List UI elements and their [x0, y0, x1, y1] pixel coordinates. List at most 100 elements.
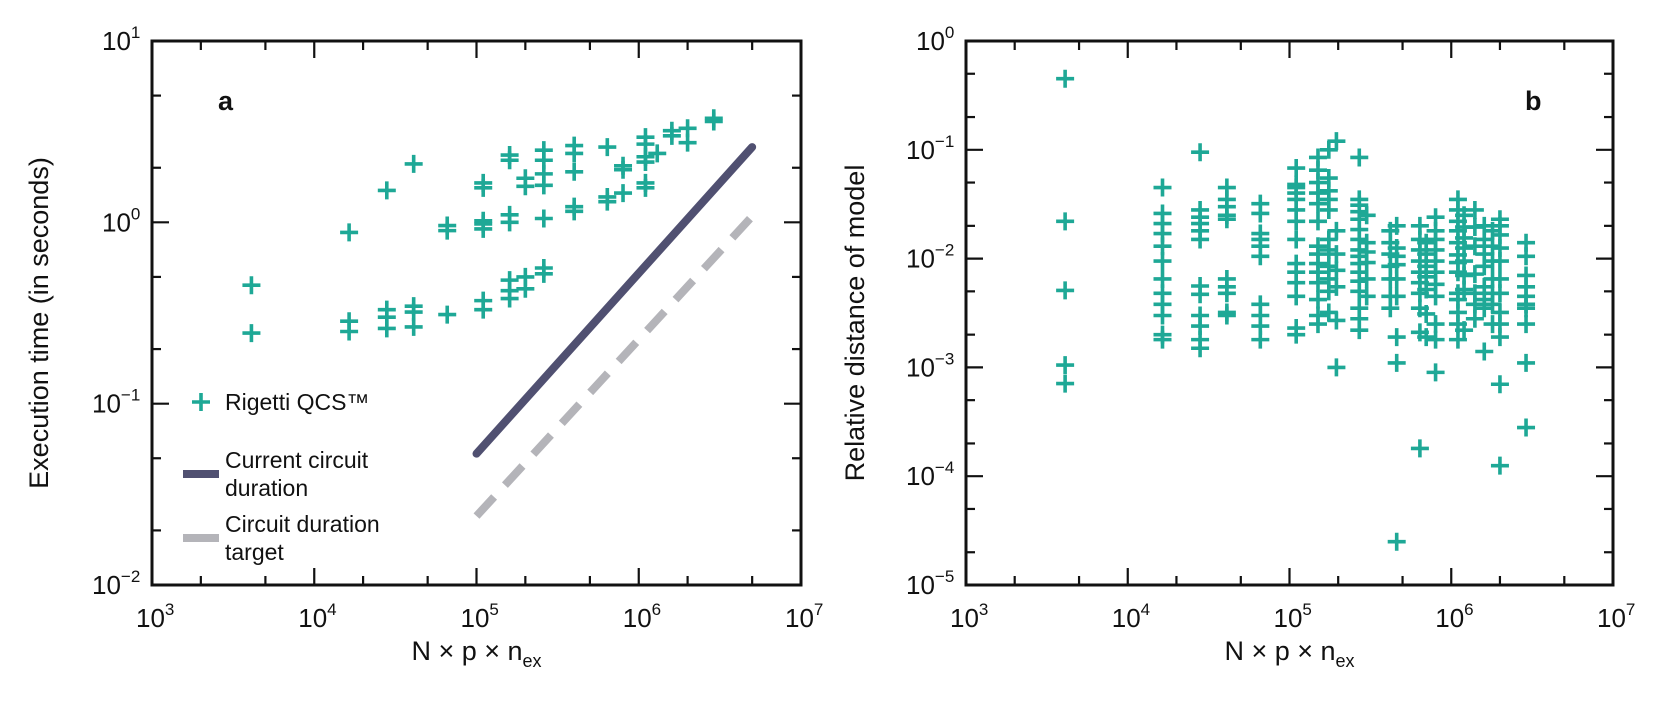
data-point — [1056, 374, 1075, 393]
data-point — [1465, 265, 1484, 284]
data-point — [1308, 290, 1327, 309]
x-axis-label: N × p × nex — [411, 636, 541, 671]
panel-label: a — [218, 86, 234, 116]
data-point — [534, 176, 553, 195]
data-point — [1217, 284, 1236, 303]
data-point — [1417, 328, 1436, 347]
data-point — [636, 178, 655, 197]
data-point — [1426, 330, 1445, 349]
data-point — [1153, 178, 1172, 197]
data-point — [598, 192, 617, 211]
data-point — [1475, 299, 1494, 318]
data-point — [474, 300, 493, 319]
legend-label: target — [225, 539, 284, 565]
data-point — [1490, 456, 1509, 475]
data-point — [1191, 285, 1210, 304]
data-point — [1426, 315, 1445, 334]
x-tick-label: 106 — [623, 600, 661, 633]
data-point — [1056, 356, 1075, 375]
data-point — [1357, 206, 1376, 225]
data-point — [404, 317, 423, 336]
data-point — [1475, 342, 1494, 361]
data-point — [1327, 358, 1346, 377]
data-point — [1465, 309, 1484, 328]
data-point — [614, 160, 633, 179]
data-point — [1417, 304, 1436, 323]
data-point — [377, 181, 396, 200]
data-point — [1455, 321, 1474, 340]
data-point — [1517, 315, 1536, 334]
data-point — [1327, 132, 1346, 151]
data-point — [648, 144, 667, 163]
legend-label: Circuit duration — [225, 511, 380, 537]
y-tick-label: 10−2 — [906, 241, 954, 274]
y-axis-label: Relative distance of model — [840, 165, 870, 482]
data-point — [1350, 321, 1369, 340]
data-point — [1357, 253, 1376, 272]
data-point — [678, 133, 697, 152]
panel-a: 103 104 105 106 107 10−2 10−1 100 101 N × p × nex… — [24, 23, 823, 671]
data-point — [1251, 330, 1270, 349]
data-point — [662, 126, 681, 145]
data-point — [438, 305, 457, 324]
data-point — [1387, 287, 1406, 306]
x-tick-label: 107 — [1597, 600, 1635, 633]
data-point — [1426, 363, 1445, 382]
data-point — [1350, 148, 1369, 167]
data-point — [1410, 439, 1429, 458]
data-point — [377, 319, 396, 338]
data-point — [565, 162, 584, 181]
data-point — [1287, 287, 1306, 306]
data-point — [1517, 353, 1536, 372]
data-point — [1191, 143, 1210, 162]
data-point — [1327, 277, 1346, 296]
data-point — [1455, 280, 1474, 299]
data-point — [242, 324, 261, 343]
data-point — [1448, 330, 1467, 349]
data-point — [1191, 339, 1210, 358]
data-point — [1465, 237, 1484, 256]
y-tick-label: 10−3 — [906, 349, 954, 382]
data-point — [1308, 273, 1327, 292]
data-point — [1490, 328, 1509, 347]
data-point — [1327, 261, 1346, 280]
data-point — [242, 276, 261, 295]
current-duration-line — [472, 143, 757, 458]
data-point — [534, 209, 553, 228]
data-point — [565, 202, 584, 221]
data-point — [1490, 284, 1509, 303]
data-point — [500, 289, 519, 308]
data-point — [1357, 269, 1376, 288]
data-point — [1308, 315, 1327, 334]
axis-ticks — [964, 39, 1615, 587]
x-tick-label: 106 — [1435, 600, 1473, 633]
x-tick-label: 107 — [785, 600, 823, 633]
x-axis-label: N × p × nex — [1224, 636, 1354, 671]
data-point — [438, 221, 457, 240]
data-point — [565, 144, 584, 163]
data-point — [1381, 299, 1400, 318]
data-point — [1056, 281, 1075, 300]
data-point — [614, 184, 633, 203]
data-point — [1217, 306, 1236, 325]
x-tick-label: 103 — [950, 600, 988, 633]
data-point — [1251, 247, 1270, 266]
data-point — [1308, 212, 1327, 231]
data-point — [636, 153, 655, 172]
data-point — [1387, 532, 1406, 551]
data-point — [516, 279, 535, 298]
data-point — [1387, 269, 1406, 288]
legend-marker-icon — [192, 393, 210, 411]
data-point — [1287, 212, 1306, 231]
data-point — [1153, 306, 1172, 325]
data-point — [1191, 230, 1210, 249]
data-point — [1387, 328, 1406, 347]
y-tick-label: 10−5 — [906, 567, 954, 600]
data-point — [534, 264, 553, 283]
data-point — [1387, 353, 1406, 372]
x-tick-label: 104 — [298, 600, 336, 633]
panel-b: 103 104 105 106 107 10−5 10−4 10−3 10−2 10−1 100 N … — [840, 23, 1635, 671]
data-point — [1517, 247, 1536, 266]
